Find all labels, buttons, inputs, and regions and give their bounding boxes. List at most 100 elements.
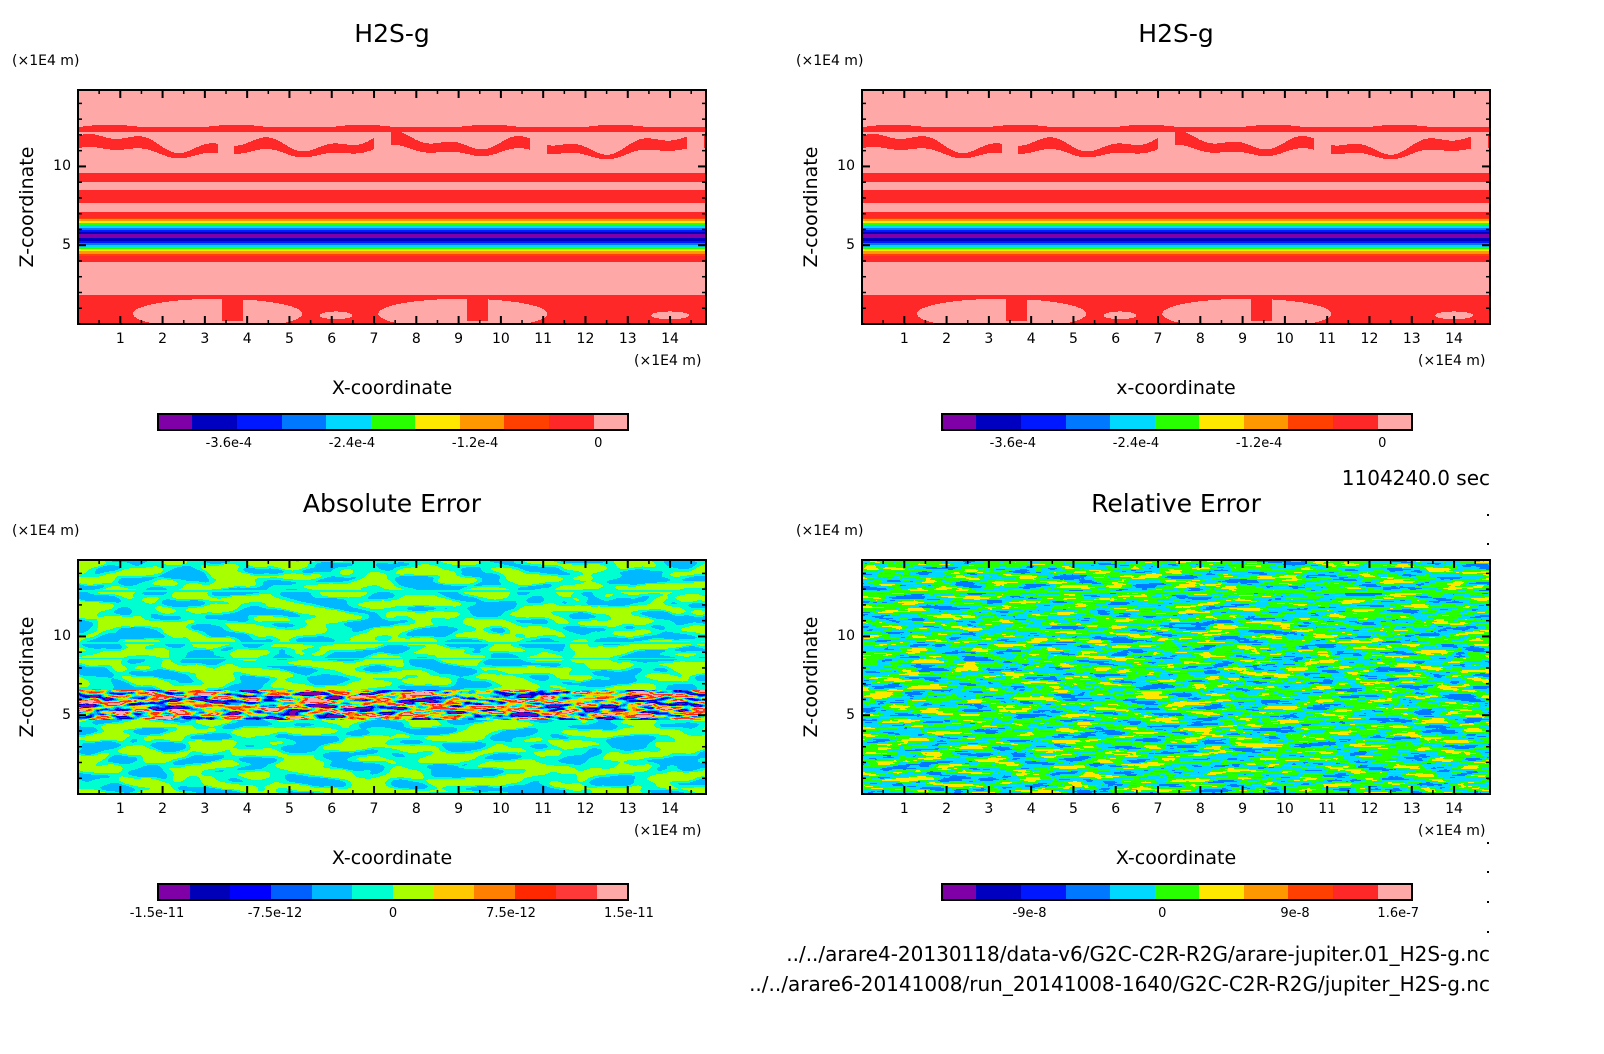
x-tick-label: 10: [491, 331, 510, 347]
colorbar-segment: [1333, 415, 1378, 429]
x-tick-label: 1: [115, 801, 125, 817]
x-tick-label: 11: [534, 331, 553, 347]
x-tick-label: 3: [200, 331, 210, 347]
x-tick-label: 13: [618, 801, 637, 817]
colorbar-segment: [192, 415, 237, 429]
chart-title: Relative Error: [1091, 489, 1261, 518]
chart-title: H2S-g: [354, 19, 430, 48]
colorbar-segment: [370, 415, 416, 429]
plot-frame: [861, 559, 1491, 795]
x-tick-label: 11: [1318, 331, 1337, 347]
colorbar: [157, 413, 629, 431]
y-unit-label: (×1E4 m): [12, 523, 80, 539]
x-tick-label: 2: [942, 331, 952, 347]
margin-dot: [1487, 871, 1489, 873]
x-tick-label: 4: [242, 331, 252, 347]
colorbar-segment: [1288, 415, 1334, 429]
x-tick-label: 13: [1402, 331, 1421, 347]
x-tick-label: 13: [618, 331, 637, 347]
colorbar-segment: [1377, 885, 1412, 899]
y-tick-label: 10: [837, 158, 855, 175]
colorbar: [941, 413, 1413, 431]
x-tick-label: 1: [899, 331, 909, 347]
y-tick-label: 10: [53, 628, 71, 645]
colorbar-segment: [1110, 885, 1155, 899]
colorbar-segment: [230, 885, 271, 899]
x-tick-label: 7: [1153, 331, 1163, 347]
x-tick-label: 12: [576, 801, 595, 817]
x-tick-label: 4: [242, 801, 252, 817]
x-tick-label: 5: [1068, 801, 1078, 817]
x-tick-label: 3: [984, 801, 994, 817]
chart-title: Absolute Error: [302, 489, 482, 518]
colorbar-segment: [1065, 415, 1111, 429]
x-tick-label: 5: [284, 801, 294, 817]
colorbar-segment: [415, 415, 460, 429]
x-unit-label: (×1E4 m): [1418, 353, 1486, 369]
colorbar-segment: [593, 415, 628, 429]
y-unit-label: (×1E4 m): [12, 53, 80, 69]
x-tick-label: 9: [1238, 331, 1248, 347]
y-tick-label: 10: [837, 628, 855, 645]
x-tick-label: 8: [1195, 801, 1205, 817]
colorbar-label: -3.6e-4: [205, 436, 252, 451]
colorbar-label: -1.2e-4: [451, 436, 499, 451]
x-tick-label: 4: [1026, 331, 1036, 347]
x-axis-label: X-coordinate: [1115, 847, 1237, 869]
x-unit-label: (×1E4 m): [634, 353, 702, 369]
time-label: 1104240.0 sec: [1341, 466, 1490, 490]
colorbar-segment: [1199, 415, 1244, 429]
colorbar-segment: [474, 885, 516, 899]
colorbar-segment: [504, 415, 550, 429]
x-tick-label: 10: [1275, 801, 1294, 817]
colorbar-segment: [281, 415, 327, 429]
y-tick-label: 5: [846, 707, 855, 724]
plot-frame: [861, 89, 1491, 325]
plot-border: [77, 89, 707, 325]
colorbar-segment: [1288, 885, 1334, 899]
colorbar: [941, 883, 1413, 901]
x-tick-label: 10: [491, 801, 510, 817]
y-tick-label: 5: [62, 707, 71, 724]
x-tick-label: 9: [454, 801, 464, 817]
x-tick-label: 7: [1153, 801, 1163, 817]
colorbar-label: -1.5e-11: [129, 906, 185, 921]
colorbar-label: -7.5e-12: [247, 906, 303, 921]
x-tick-label: 2: [942, 801, 952, 817]
file-path-2: ../../arare6-20141008/run_20141008-1640/…: [749, 972, 1490, 996]
y-tick-label: 5: [846, 237, 855, 254]
margin-dot: [1487, 842, 1489, 844]
colorbar-segment: [1199, 885, 1244, 899]
colorbar-segment: [943, 885, 977, 899]
colorbar-segment: [159, 415, 193, 429]
y-tick-label: 5: [62, 237, 71, 254]
colorbar-segment: [311, 885, 353, 899]
colorbar-label: 0: [388, 906, 398, 921]
y-axis-label: Z-coordinate: [800, 616, 822, 738]
x-axis-label: X-coordinate: [331, 377, 453, 399]
colorbar-label: -3.6e-4: [989, 436, 1036, 451]
colorbar-label: -9e-8: [1012, 906, 1047, 921]
x-tick-label: 4: [1026, 801, 1036, 817]
x-tick-label: 6: [1111, 331, 1121, 347]
colorbar-segment: [943, 415, 977, 429]
x-tick-label: 9: [1238, 801, 1248, 817]
x-tick-label: 11: [534, 801, 553, 817]
colorbar-label: 7.5e-12: [486, 906, 536, 921]
contour-field: [78, 560, 706, 794]
plot-border: [77, 559, 707, 795]
colorbar-label: 1.6e-7: [1377, 906, 1420, 921]
chart-title: H2S-g: [1138, 19, 1214, 48]
x-tick-label: 2: [158, 331, 168, 347]
colorbar-label: -1.2e-4: [1235, 436, 1283, 451]
colorbar-label: -2.4e-4: [1112, 436, 1160, 451]
y-tick-label: 10: [53, 158, 71, 175]
x-tick-label: 3: [984, 331, 994, 347]
x-tick-label: 9: [454, 331, 464, 347]
colorbar-segment: [1377, 415, 1412, 429]
colorbar-segment: [549, 415, 594, 429]
colorbar-segment: [1065, 885, 1111, 899]
file-path-1: ../../arare4-20130118/data-v6/G2C-C2R-R2…: [786, 942, 1490, 966]
x-tick-label: 12: [1360, 801, 1379, 817]
y-unit-label: (×1E4 m): [796, 53, 864, 69]
